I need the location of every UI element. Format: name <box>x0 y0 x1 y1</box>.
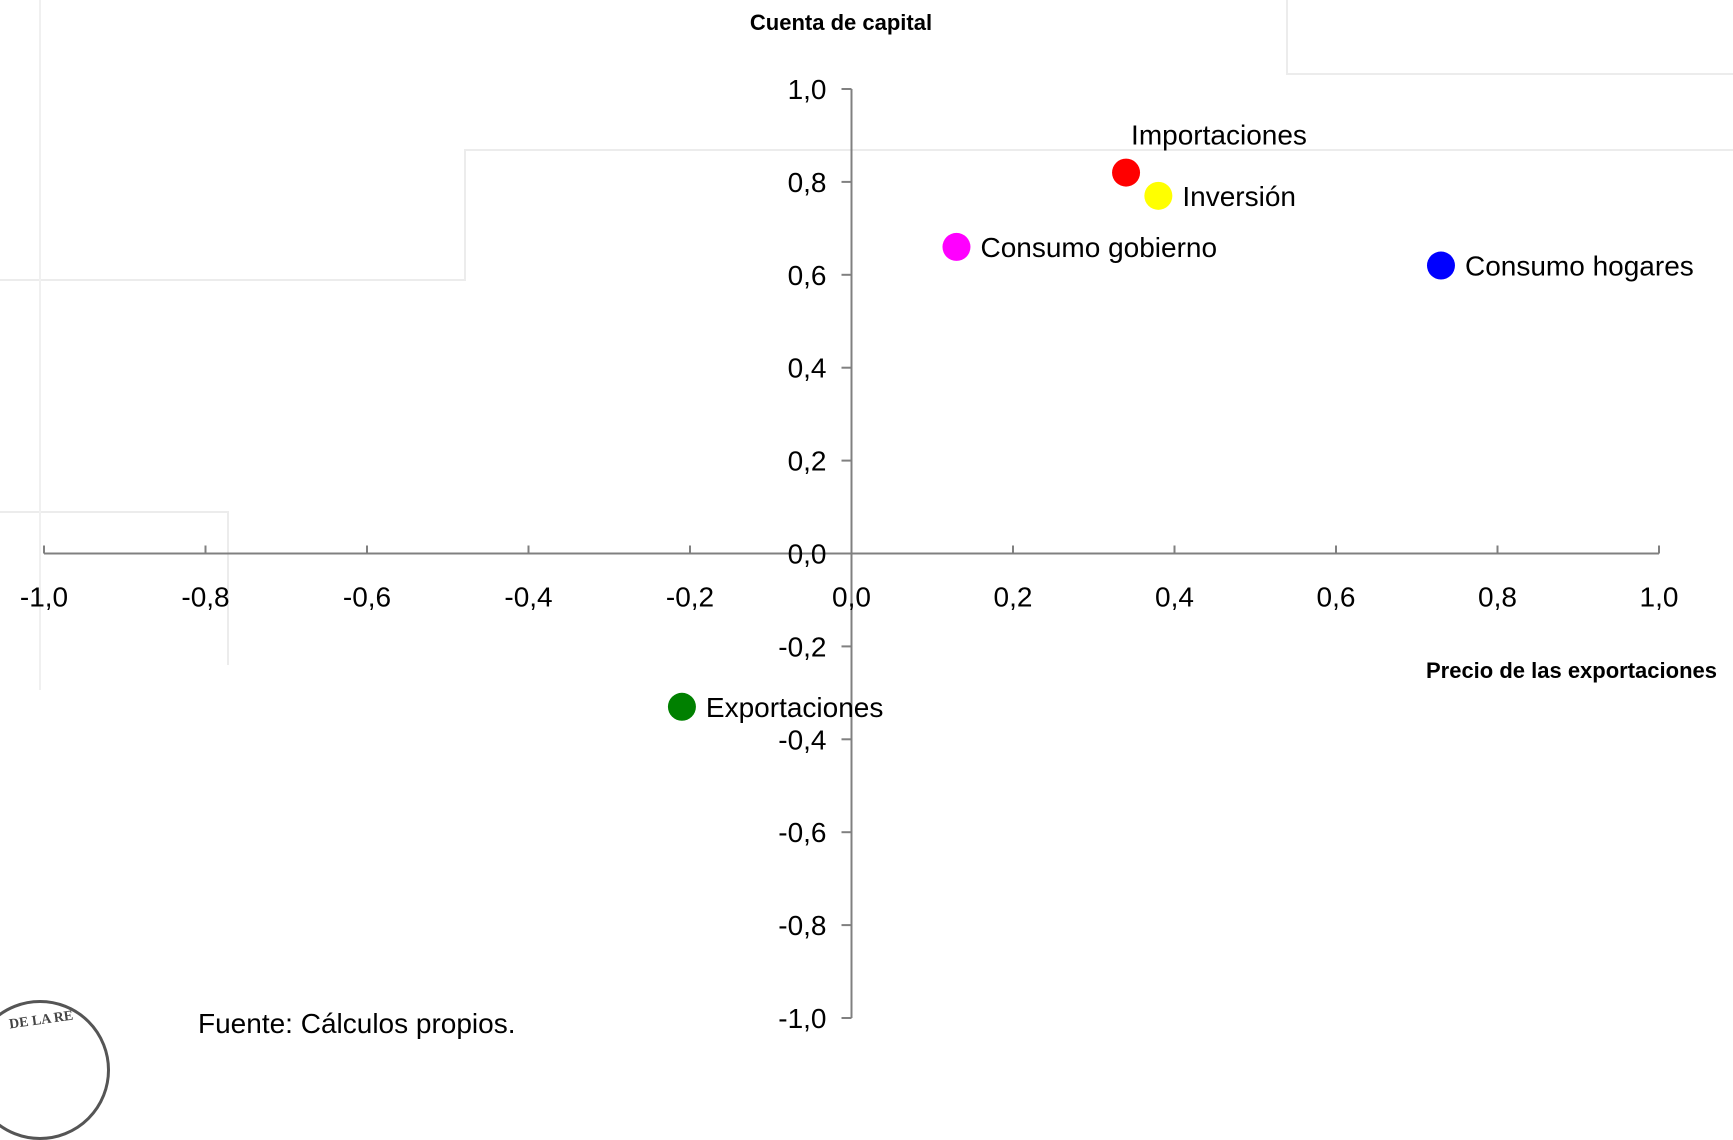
x-tick-label: 0,8 <box>1478 582 1517 613</box>
x-tick-label: -0,6 <box>343 582 391 613</box>
x-tick-label: 0,4 <box>1155 582 1194 613</box>
data-point-label: Consumo gobierno <box>980 232 1217 263</box>
x-tick-label: 0,0 <box>832 582 871 613</box>
data-point <box>667 692 696 721</box>
source-note: Fuente: Cálculos propios. <box>198 1008 516 1039</box>
x-tick-label: 0,6 <box>1317 582 1356 613</box>
seal-text: DE LA RE <box>8 1008 75 1033</box>
y-tick-label: -0,4 <box>778 724 826 755</box>
y-tick-label: 0,0 <box>788 539 827 570</box>
y-tick-label: 0,6 <box>788 260 827 291</box>
background-decoration <box>0 0 1733 720</box>
x-axis-title: Precio de las exportaciones <box>1426 658 1717 683</box>
y-tick-label: -0,2 <box>778 631 826 662</box>
data-point-label: Inversión <box>1182 181 1296 212</box>
x-tick-label: -1,0 <box>20 582 68 613</box>
x-tick-label: -0,8 <box>181 582 229 613</box>
data-point <box>1112 158 1141 187</box>
y-tick-label: 0,2 <box>788 446 827 477</box>
y-tick-label: -0,6 <box>778 817 826 848</box>
y-tick-label: -0,8 <box>778 910 826 941</box>
x-tick-label: -0,2 <box>666 582 714 613</box>
x-tick-label: -0,4 <box>504 582 552 613</box>
data-point <box>1144 181 1173 210</box>
data-point <box>1426 251 1455 280</box>
data-point-label: Exportaciones <box>706 692 883 723</box>
y-tick-label: -1,0 <box>778 1003 826 1034</box>
chart-title: Cuenta de capital <box>750 10 932 35</box>
x-tick-label: 0,2 <box>994 582 1033 613</box>
scatter-chart: -1,0 -0,8 -0,6 -0,4 -0,2 0,0 0,2 0,4 0,6 0,8 1,01,… <box>20 10 1717 1034</box>
data-point <box>942 232 971 261</box>
y-tick-label: 0,8 <box>788 167 827 198</box>
y-tick-label: 1,0 <box>788 74 827 105</box>
data-point-label: Consumo hogares <box>1465 251 1694 282</box>
y-tick-label: 0,4 <box>788 353 827 384</box>
x-tick-label: 1,0 <box>1640 582 1679 613</box>
data-point-label: Importaciones <box>1131 120 1307 151</box>
